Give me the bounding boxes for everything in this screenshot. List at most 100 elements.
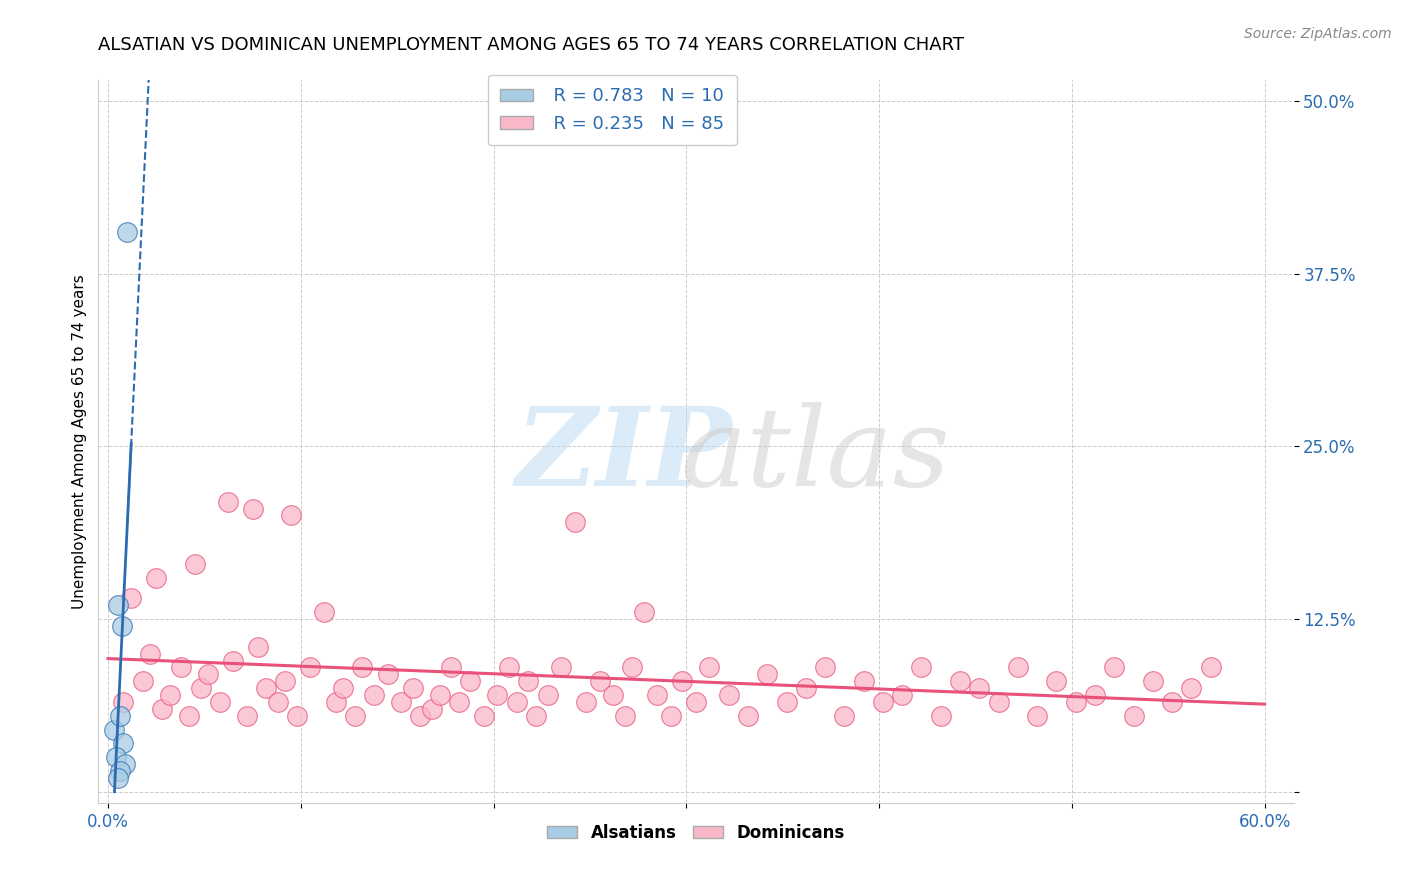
Point <box>145 571 167 585</box>
Point <box>1104 660 1126 674</box>
Point <box>506 695 529 709</box>
Point <box>285 708 308 723</box>
Text: ALSATIAN VS DOMINICAN UNEMPLOYMENT AMONG AGES 65 TO 74 YEARS CORRELATION CHART: ALSATIAN VS DOMINICAN UNEMPLOYMENT AMONG… <box>98 36 965 54</box>
Point <box>910 660 932 674</box>
Point <box>1045 674 1067 689</box>
Point <box>949 674 972 689</box>
Point <box>447 695 470 709</box>
Point <box>363 688 385 702</box>
Point <box>659 708 682 723</box>
Point <box>1180 681 1202 695</box>
Point <box>1161 695 1184 709</box>
Point <box>1199 660 1222 674</box>
Point <box>517 674 540 689</box>
Point <box>699 660 721 674</box>
Point <box>621 660 644 674</box>
Point <box>107 599 129 613</box>
Point <box>460 674 482 689</box>
Point <box>190 681 212 695</box>
Point <box>498 660 520 674</box>
Point <box>332 681 354 695</box>
Point <box>852 674 875 689</box>
Point <box>756 667 779 681</box>
Point <box>247 640 270 654</box>
Point <box>352 660 374 674</box>
Point <box>472 708 495 723</box>
Point <box>377 667 399 681</box>
Point <box>671 674 693 689</box>
Point <box>1064 695 1087 709</box>
Point <box>254 681 277 695</box>
Point <box>103 723 125 737</box>
Point <box>236 708 259 723</box>
Point <box>1084 688 1107 702</box>
Point <box>107 771 129 785</box>
Point <box>242 501 264 516</box>
Point <box>117 225 139 239</box>
Point <box>420 702 443 716</box>
Point <box>108 708 131 723</box>
Point <box>197 667 219 681</box>
Point <box>110 619 132 633</box>
Point <box>1007 660 1029 674</box>
Point <box>647 688 669 702</box>
Point <box>177 708 200 723</box>
Point <box>389 695 412 709</box>
Point <box>104 750 127 764</box>
Legend: Alsatians, Dominicans: Alsatians, Dominicans <box>540 817 852 848</box>
Point <box>429 688 451 702</box>
Point <box>613 708 636 723</box>
Point <box>929 708 952 723</box>
Point <box>274 674 297 689</box>
Point <box>486 688 509 702</box>
Point <box>550 660 572 674</box>
Point <box>401 681 423 695</box>
Point <box>312 605 335 619</box>
Point <box>775 695 797 709</box>
Point <box>280 508 302 523</box>
Point <box>159 688 181 702</box>
Point <box>267 695 290 709</box>
Text: ZIP: ZIP <box>516 402 733 509</box>
Point <box>325 695 347 709</box>
Point <box>184 557 207 571</box>
Point <box>794 681 817 695</box>
Point <box>170 660 193 674</box>
Point <box>987 695 1010 709</box>
Y-axis label: Unemployment Among Ages 65 to 74 years: Unemployment Among Ages 65 to 74 years <box>72 274 87 609</box>
Point <box>112 736 135 750</box>
Point <box>114 757 136 772</box>
Point <box>575 695 598 709</box>
Point <box>1142 674 1164 689</box>
Point <box>217 494 239 508</box>
Point <box>120 591 142 606</box>
Point <box>524 708 547 723</box>
Point <box>222 653 245 667</box>
Point <box>737 708 759 723</box>
Text: Source: ZipAtlas.com: Source: ZipAtlas.com <box>1244 27 1392 41</box>
Point <box>891 688 914 702</box>
Point <box>132 674 155 689</box>
Point <box>564 516 586 530</box>
Point <box>112 695 135 709</box>
Point <box>814 660 837 674</box>
Point <box>208 695 231 709</box>
Point <box>343 708 366 723</box>
Point <box>440 660 463 674</box>
Point <box>633 605 655 619</box>
Point <box>1026 708 1049 723</box>
Point <box>602 688 624 702</box>
Point <box>872 695 894 709</box>
Point <box>685 695 707 709</box>
Point <box>1122 708 1144 723</box>
Point <box>717 688 740 702</box>
Point <box>108 764 131 778</box>
Point <box>588 674 610 689</box>
Text: atlas: atlas <box>681 402 950 509</box>
Point <box>536 688 558 702</box>
Point <box>834 708 856 723</box>
Point <box>299 660 322 674</box>
Point <box>139 647 162 661</box>
Point <box>409 708 432 723</box>
Point <box>150 702 173 716</box>
